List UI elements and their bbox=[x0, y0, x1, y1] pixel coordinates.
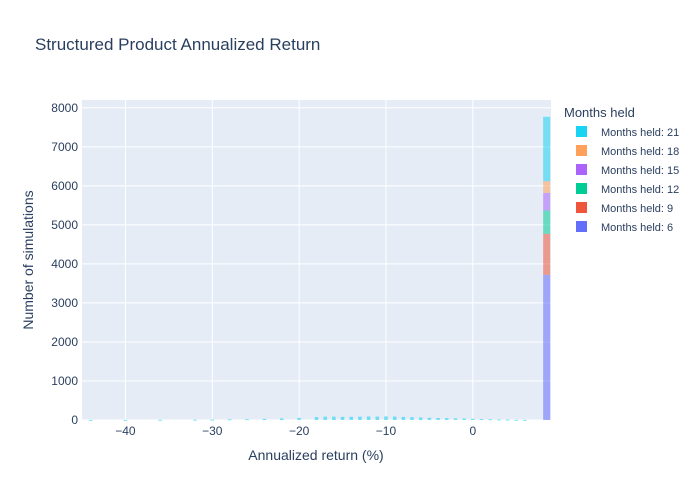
legend-swatch bbox=[576, 164, 587, 175]
y-tick-label: 1000 bbox=[51, 374, 78, 388]
x-tick-label: 0 bbox=[469, 424, 476, 438]
tail-bar bbox=[88, 419, 93, 421]
tail-bar bbox=[323, 416, 327, 420]
legend-title: Months held bbox=[564, 105, 635, 120]
tail-bar bbox=[471, 418, 475, 420]
legend-item-label: Months held: 21 bbox=[601, 127, 679, 139]
tail-bar bbox=[158, 419, 162, 421]
y-tick-label: 8000 bbox=[51, 101, 78, 115]
tail-bar bbox=[401, 416, 406, 420]
tail-bar bbox=[332, 416, 336, 420]
stacked-bars bbox=[543, 116, 551, 420]
tail-bar bbox=[262, 418, 267, 420]
tail-bar bbox=[453, 418, 458, 420]
tail-bar bbox=[427, 417, 432, 420]
chart-title: Structured Product Annualized Return bbox=[35, 35, 320, 54]
tail-bar bbox=[375, 416, 380, 420]
bar-segment bbox=[543, 233, 551, 275]
bar-segment bbox=[543, 116, 551, 182]
bar-segment bbox=[543, 274, 551, 420]
legend-swatch bbox=[576, 126, 587, 137]
legend: Months held Months held: 21 Months held: … bbox=[564, 105, 679, 234]
x-axis-ticks: −40 −30 −20 −10 0 bbox=[115, 424, 476, 438]
tail-bar bbox=[418, 417, 423, 420]
tail-histogram bbox=[88, 416, 527, 421]
tail-bar bbox=[227, 419, 232, 421]
tail-bar bbox=[245, 419, 249, 421]
legend-swatch bbox=[576, 202, 587, 213]
tail-bar bbox=[384, 416, 388, 420]
tail-bar bbox=[314, 417, 319, 420]
tail-bar bbox=[505, 419, 510, 421]
tail-bar bbox=[445, 418, 449, 420]
bar-segment bbox=[543, 192, 551, 211]
legend-item-label: Months held: 15 bbox=[601, 165, 679, 177]
tail-bar bbox=[479, 419, 484, 421]
tail-bar bbox=[358, 416, 362, 420]
legend-item-label: Months held: 9 bbox=[601, 203, 673, 215]
x-tick-label: −40 bbox=[115, 424, 136, 438]
tail-bar bbox=[123, 419, 128, 421]
x-tick-label: −30 bbox=[202, 424, 223, 438]
tail-bar bbox=[193, 419, 197, 421]
y-tick-label: 3000 bbox=[51, 296, 78, 310]
tail-bar bbox=[366, 416, 371, 420]
tail-bar bbox=[280, 418, 284, 420]
tail-bar bbox=[297, 417, 301, 420]
x-tick-label: −20 bbox=[289, 424, 310, 438]
legend-swatch bbox=[576, 221, 587, 232]
tail-bar bbox=[340, 416, 345, 420]
legend-swatch bbox=[576, 145, 587, 156]
tail-bar bbox=[523, 419, 527, 421]
legend-item-label: Months held: 6 bbox=[601, 222, 673, 234]
x-axis-label: Annualized return (%) bbox=[248, 447, 383, 463]
y-tick-label: 0 bbox=[71, 413, 78, 427]
y-tick-label: 2000 bbox=[51, 335, 78, 349]
y-tick-label: 6000 bbox=[51, 179, 78, 193]
gridlines bbox=[82, 100, 551, 421]
plot-background bbox=[82, 100, 551, 420]
legend-item-label: Months held: 12 bbox=[601, 184, 679, 196]
y-tick-label: 4000 bbox=[51, 257, 78, 271]
y-axis-ticks: 0 1000 2000 3000 4000 5000 6000 7000 8000 bbox=[51, 101, 78, 427]
tail-bar bbox=[410, 417, 414, 420]
tail-bar bbox=[462, 418, 466, 420]
tail-bar bbox=[436, 417, 440, 420]
y-tick-label: 5000 bbox=[51, 218, 78, 232]
x-tick-label: −10 bbox=[376, 424, 397, 438]
legend-swatch bbox=[576, 183, 587, 194]
tail-bar bbox=[392, 416, 397, 420]
bar-segment bbox=[543, 210, 551, 234]
tail-bar bbox=[488, 419, 492, 421]
y-axis-label: Number of simulations bbox=[20, 190, 36, 329]
tail-bar bbox=[514, 419, 519, 421]
legend-item-label: Months held: 18 bbox=[601, 146, 679, 158]
tail-bar bbox=[497, 419, 501, 421]
y-tick-label: 7000 bbox=[51, 140, 78, 154]
tail-bar bbox=[210, 419, 215, 421]
tail-bar bbox=[349, 416, 353, 420]
bar-segment bbox=[543, 181, 551, 193]
